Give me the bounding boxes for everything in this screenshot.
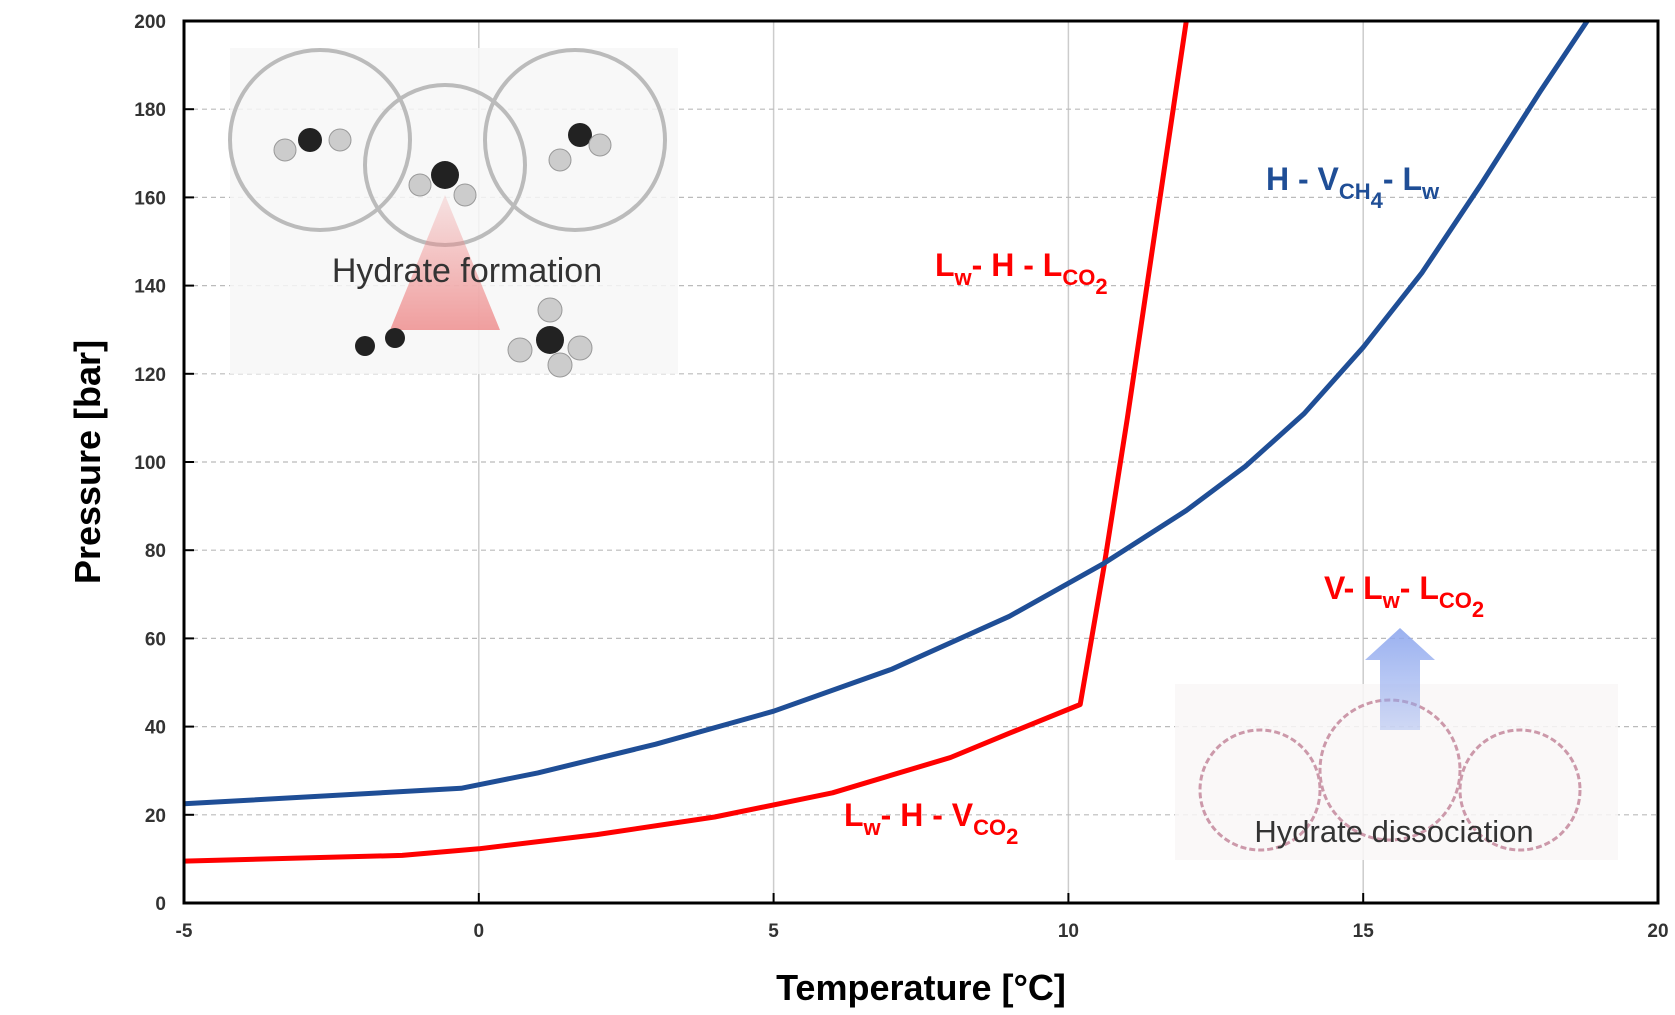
x-tick-label: 15 — [1353, 921, 1375, 942]
x-tick-label: -5 — [176, 921, 193, 942]
phase-label: V- Lw- LCO2 — [1324, 570, 1484, 622]
phase-label: Lw- H - VCO2 — [844, 797, 1018, 849]
y-tick-label: 120 — [134, 365, 166, 386]
phase-label-part: L — [935, 247, 955, 283]
x-axis-label: Temperature [°C] — [776, 967, 1066, 1008]
phase-label-part: CH — [1339, 179, 1371, 204]
x-tick-label: 10 — [1058, 921, 1079, 942]
phase-label-part: L — [844, 797, 864, 833]
phase-label-part: - L — [1400, 570, 1439, 606]
image-caption: Hydrate formation — [332, 252, 602, 290]
phase-label-part: 4 — [1371, 188, 1384, 213]
plot: -5 0 5 10 15 20020406080100120140160180200Lw-… — [134, 12, 1668, 942]
plot-frame — [182, 19, 1660, 905]
phase-label-part: V- L — [1324, 570, 1383, 606]
y-tick-label: 0 — [155, 894, 166, 915]
phase-label: H - VCH4- Lw — [1266, 161, 1440, 213]
illustrations: Hydrate formation Hydrate dissociation — [228, 48, 1618, 860]
y-tick-label: 20 — [145, 806, 166, 827]
y-tick-label: 200 — [134, 12, 166, 33]
phase-label: Lw- H - LCO2 — [935, 247, 1108, 299]
phase-label-part: H - V — [1266, 161, 1340, 197]
phase-label-part: CO — [973, 815, 1006, 840]
phase-label-part: w — [1382, 588, 1401, 613]
phase-label-part: CO — [1062, 265, 1095, 290]
y-tick-label: 100 — [134, 453, 166, 474]
formation-image: Hydrate formation — [228, 48, 678, 378]
phase-label-part: w — [1421, 179, 1440, 204]
x-tick-label: 5 — [768, 921, 779, 942]
y-tick-label: 140 — [134, 277, 166, 298]
phase-label-part: 2 — [1006, 824, 1018, 849]
y-tick-label: 160 — [134, 188, 166, 209]
curve — [183, 19, 1590, 807]
phase-label-part: 2 — [1095, 274, 1107, 299]
phase-label-part: 2 — [1472, 597, 1484, 622]
phase-label-part: w — [954, 265, 973, 290]
phase-label-part: w — [863, 815, 882, 840]
y-tick-label: 60 — [145, 629, 166, 650]
image-caption: Hydrate dissociation — [1254, 814, 1533, 849]
y-tick-label: 40 — [145, 718, 166, 739]
phase-label-part: - H - V — [881, 797, 974, 833]
y-tick-label: 80 — [145, 541, 166, 562]
phase-label-part: - H - L — [972, 247, 1063, 283]
dissociation-image: Hydrate dissociation — [1175, 628, 1618, 860]
y-axis-label: Pressure [bar] — [67, 340, 108, 584]
x-tick-label: 20 — [1647, 921, 1668, 942]
y-tick-label: 180 — [134, 100, 166, 121]
phase-label-part: - L — [1383, 161, 1422, 197]
phase-label-part: CO — [1439, 588, 1472, 613]
curve — [183, 20, 1189, 864]
x-tick-label: 0 — [474, 921, 485, 942]
